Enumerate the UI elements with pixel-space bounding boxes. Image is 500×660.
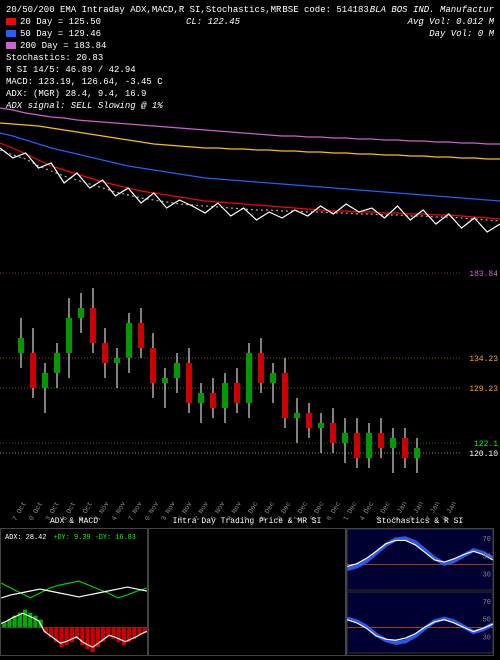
svg-text:24 Dec: 24 Dec (357, 501, 377, 520)
svg-text:134.23: 134.23 (469, 355, 498, 364)
svg-text:30: 30 (483, 634, 491, 642)
adx-title: ADX & MACD (50, 517, 98, 526)
intraday-panel: Intra Day Trading Price & MR SI (148, 528, 346, 656)
svg-text:30: 30 (483, 571, 491, 579)
svg-text:70: 70 (483, 536, 491, 544)
stoch-title: Stochastics & R SI (377, 517, 463, 526)
svg-text:+DY: 9.39 -DY: 16.83: +DY: 9.39 -DY: 16.83 (53, 534, 136, 542)
svg-text:122.1: 122.1 (474, 440, 498, 449)
ema-chart (0, 88, 500, 258)
adx-macd-panel: ADX & MACD ADX: 28.42+DY: 9.39 -DY: 16.8… (0, 528, 148, 656)
svg-text:50: 50 (483, 554, 491, 562)
svg-text:21 Dec: 21 Dec (340, 501, 360, 520)
header-left: 20/50/200 EMA Intraday ADX,MACD,R SI,Sto… (6, 4, 281, 16)
svg-text:20 Oct: 20 Oct (26, 501, 46, 520)
ema200-label: 200 Day = 183.84 (20, 41, 106, 51)
svg-text:50: 50 (483, 617, 491, 625)
svg-text:70: 70 (483, 599, 491, 607)
svg-text:ADX: 28.42: ADX: 28.42 (5, 534, 46, 542)
svg-text:183.84: 183.84 (469, 270, 498, 279)
svg-text:07 Nov: 07 Nov (125, 501, 145, 520)
macd-label: MACD: 123.19, 126.64, -3.45 C (6, 76, 494, 88)
svg-text:17 Oct: 17 Oct (9, 501, 29, 520)
avg-vol: Avg Vol: 0.012 M (408, 16, 494, 28)
indicator-header: 20/50/200 EMA Intraday ADX,MACD,R SI,Sto… (0, 0, 500, 88)
rsi-label: R SI 14/5: 46.89 / 42.94 (6, 64, 494, 76)
stochastics-panel: Stochastics & R SI 705030705030 (346, 528, 494, 656)
day-vol: Day Vol: 0 M (429, 28, 494, 40)
svg-text:04 Nov: 04 Nov (109, 501, 129, 520)
header-name: BLA BOS IND. Manufactur (370, 4, 494, 16)
header-code: BSE code: 514183 (282, 4, 368, 16)
close-label: CL: 122.45 (186, 16, 240, 28)
svg-text:129.23: 129.23 (469, 385, 498, 394)
svg-text:18 Dec: 18 Dec (324, 501, 344, 520)
intra-title: Intra Day Trading Price & MR SI (173, 517, 322, 526)
stoch-label: Stochastics: 20.83 (6, 52, 494, 64)
ema50-label: 50 Day = 129.46 (20, 29, 101, 39)
svg-text:10 Nov: 10 Nov (142, 501, 162, 520)
svg-text:120.10: 120.10 (469, 450, 498, 459)
candlestick-chart: 183.84 134.23 129.23 122.1120.10 (0, 258, 500, 513)
ema20-label: 20 Day = 125.50 (20, 17, 101, 27)
